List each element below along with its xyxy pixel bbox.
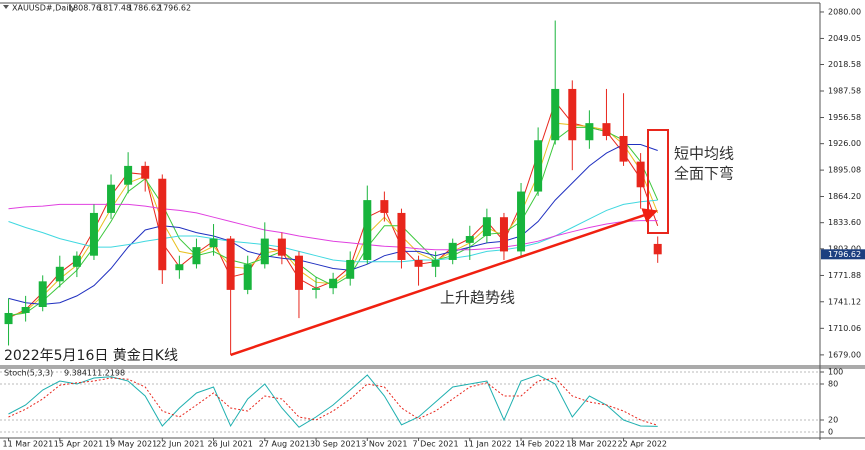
- header-close: 1796.62: [158, 4, 191, 13]
- y-tick-label: 1710.06: [828, 324, 861, 333]
- indicator-line: [8, 374, 658, 428]
- candle-body: [294, 255, 303, 290]
- candle-body: [226, 238, 235, 290]
- candle-body: [465, 236, 474, 243]
- x-tick-label: 11 Jan 2022: [464, 440, 512, 449]
- x-tick-label: 27 Aug 2021: [259, 440, 310, 449]
- indicator-line: [8, 199, 658, 263]
- x-tick-label: 15 Apr 2021: [54, 440, 103, 449]
- candle-body: [414, 259, 423, 267]
- chart-title: XAUUSD#,Daily: [12, 4, 76, 13]
- candle-body: [124, 165, 133, 185]
- caption: 2022年5月16日 黄金日K线: [4, 347, 178, 364]
- candle-body: [329, 278, 338, 289]
- y-tick-label: 1987.58: [828, 87, 861, 96]
- price-label-bg: [821, 249, 865, 260]
- x-tick-label: 3 Nov 2021: [361, 440, 407, 449]
- candle-body: [534, 140, 543, 192]
- x-tick-label: 11 Mar 2021: [3, 440, 54, 449]
- candle-body: [602, 123, 611, 136]
- y-tick-label: 1956.58: [828, 113, 861, 122]
- candle-body: [192, 247, 201, 265]
- candle-body: [141, 165, 150, 179]
- x-tick-label: 19 May 2021: [105, 440, 157, 449]
- candle-body: [312, 288, 321, 290]
- y-tick-label: 2018.58: [828, 60, 861, 69]
- candle-body: [482, 217, 491, 237]
- x-tick-label: 14 Feb 2022: [515, 440, 565, 449]
- x-tick-label: 22 Jun 2021: [156, 440, 204, 449]
- candle-body: [653, 243, 662, 255]
- candle-body: [209, 238, 218, 248]
- candle-body: [277, 238, 286, 256]
- candle-body: [38, 281, 47, 307]
- y-tick-label: 1679.00: [828, 350, 861, 359]
- x-tick-label: 18 Mar 2022: [566, 440, 617, 449]
- candle-body: [499, 217, 508, 252]
- annotation: 全面下弯: [674, 165, 734, 183]
- candle-body: [89, 212, 98, 256]
- y-tick-label: 2049.05: [828, 34, 861, 43]
- candle-body: [568, 88, 577, 141]
- candle-body: [175, 264, 184, 271]
- candle-body: [260, 238, 269, 265]
- candle-body: [585, 123, 594, 141]
- header-low: 1786.62: [128, 4, 161, 13]
- candle-body: [243, 264, 252, 290]
- candle-body: [158, 178, 167, 271]
- menu-icon: [3, 5, 9, 9]
- indicator-line: [8, 144, 658, 305]
- y-tick-label: 20: [828, 416, 838, 425]
- highlight-box: [647, 129, 669, 234]
- y-tick-label: 1895.08: [828, 166, 861, 175]
- candle-body: [619, 135, 628, 162]
- y-tick-label: 1864.20: [828, 192, 861, 201]
- candle-body: [4, 312, 13, 325]
- candle-body: [21, 306, 30, 313]
- candle-body: [107, 184, 116, 213]
- stoch-k-value: 9.3841: [64, 369, 92, 378]
- y-tick-label: 2080.00: [828, 7, 861, 16]
- price-label: 1796.62: [828, 250, 861, 259]
- x-tick-label: 22 Apr 2022: [618, 440, 667, 449]
- candle-body: [55, 266, 64, 282]
- header-high: 1817.48: [98, 4, 131, 13]
- indicator-line: [8, 203, 658, 251]
- stoch-d-value: 11.2198: [92, 369, 125, 378]
- x-tick-label: 26 Jul 2021: [208, 440, 253, 449]
- y-tick-label: 1926.00: [828, 139, 861, 148]
- y-tick-label: 1803.00: [828, 244, 861, 253]
- y-tick-label: 80: [828, 380, 838, 389]
- candle-body: [72, 255, 81, 267]
- candle-body: [448, 242, 457, 260]
- header-open: 1808.76: [68, 4, 101, 13]
- x-tick-label: 7 Dec 2021: [413, 440, 459, 449]
- stoch-title: Stoch(5,3,3): [4, 369, 53, 378]
- candle-body: [397, 212, 406, 260]
- candle-body: [636, 161, 645, 188]
- y-tick-label: 0: [828, 428, 833, 437]
- candle-body: [346, 259, 355, 279]
- x-tick-label: 30 Sep 2021: [310, 440, 361, 449]
- trendline: [230, 208, 658, 357]
- candle-body: [380, 200, 389, 213]
- candle-body: [517, 191, 526, 252]
- annotation: 短中均线: [674, 145, 734, 163]
- annotation: 上升趋势线: [440, 289, 515, 307]
- candle-body: [363, 200, 372, 260]
- candle-body: [431, 259, 440, 267]
- y-tick-label: 1771.88: [828, 271, 861, 280]
- y-tick-label: 1833.60: [828, 218, 861, 227]
- y-tick-label: 1741.12: [828, 297, 861, 306]
- y-tick-label: 100: [828, 368, 843, 377]
- candle-body: [551, 88, 560, 141]
